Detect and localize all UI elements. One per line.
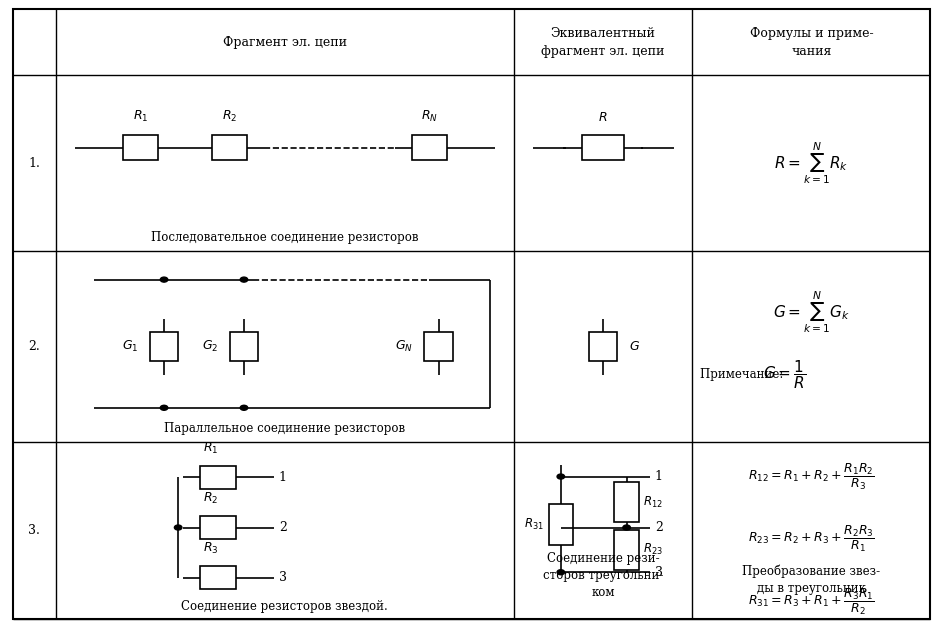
Circle shape [623,525,631,530]
Text: Эквивалентный
фрагмент эл. цепи: Эквивалентный фрагмент эл. цепи [541,26,665,58]
Text: $G = \sum_{k=1}^{N} G_k$: $G = \sum_{k=1}^{N} G_k$ [773,290,850,335]
Bar [615,529,638,570]
Text: 3: 3 [279,571,287,584]
Text: $R_{31} = R_3 + R_1 + \dfrac{R_3 R_1}{R_2}$: $R_{31} = R_3 + R_1 + \dfrac{R_3 R_1}{R_… [748,587,875,617]
Text: $G_N$: $G_N$ [395,339,413,354]
Text: Соединение рези-
сторов треугольни-
ком: Соединение рези- сторов треугольни- ком [543,552,663,599]
Bar [200,516,237,539]
Text: 2: 2 [279,521,287,534]
Bar [615,482,638,522]
Circle shape [240,405,248,410]
Text: Примечание:: Примечание: [700,369,787,381]
Text: Формулы и приме-
чания: Формулы и приме- чания [750,26,873,58]
Text: $G$: $G$ [629,340,639,354]
Text: 2.: 2. [28,340,41,354]
Text: $R_{31}$: $R_{31}$ [524,517,544,532]
Bar [200,566,237,589]
Text: Преобразование звез-
ды в треугольник: Преобразование звез- ды в треугольник [742,565,881,595]
Text: 1: 1 [279,471,287,484]
Text: 1.: 1. [28,157,41,170]
Text: $R_{23}$: $R_{23}$ [642,543,663,558]
Text: $G_2$: $G_2$ [203,339,219,354]
Text: $R$: $R$ [599,111,608,124]
Text: $R_{12} = R_1 + R_2 + \dfrac{R_1 R_2}{R_3}$: $R_{12} = R_1 + R_2 + \dfrac{R_1 R_2}{R_… [748,462,875,492]
Text: $R_3$: $R_3$ [204,541,219,556]
Text: Параллельное соединение резисторов: Параллельное соединение резисторов [164,421,405,435]
Text: $R_{12}$: $R_{12}$ [642,494,662,509]
Circle shape [240,277,248,282]
Circle shape [160,277,168,282]
Text: $R_2$: $R_2$ [204,491,219,506]
Text: $R_2$: $R_2$ [223,109,238,124]
Text: $R_1$: $R_1$ [133,109,148,124]
Text: 2: 2 [654,521,663,534]
Bar [411,135,447,160]
Text: $G = \dfrac{1}{R}$: $G = \dfrac{1}{R}$ [763,359,806,391]
Bar [583,135,624,160]
Circle shape [557,570,565,575]
Text: 1: 1 [654,470,663,483]
Bar [150,332,178,362]
Circle shape [174,525,182,530]
Circle shape [557,474,565,479]
Circle shape [160,405,168,410]
Text: Фрагмент эл. цепи: Фрагмент эл. цепи [223,36,347,48]
Text: $R_N$: $R_N$ [421,109,438,124]
Text: $R = \sum_{k=1}^{N} R_k$: $R = \sum_{k=1}^{N} R_k$ [774,141,849,186]
Bar [424,332,453,362]
Text: $R_1$: $R_1$ [204,441,219,456]
Text: 3: 3 [654,566,663,579]
Text: $R_{23} = R_2 + R_3 + \dfrac{R_2 R_3}{R_1}$: $R_{23} = R_2 + R_3 + \dfrac{R_2 R_3}{R_… [748,524,875,554]
Text: Последовательное соединение резисторов: Последовательное соединение резисторов [151,231,419,244]
Bar [200,466,237,489]
Bar [212,135,247,160]
Bar [123,135,158,160]
Bar [549,504,573,544]
Text: Соединение резисторов звездой.: Соединение резисторов звездой. [181,600,389,613]
Text: $G_1$: $G_1$ [123,339,139,354]
Bar [230,332,258,362]
Text: 3.: 3. [28,524,41,537]
Bar [589,332,618,362]
